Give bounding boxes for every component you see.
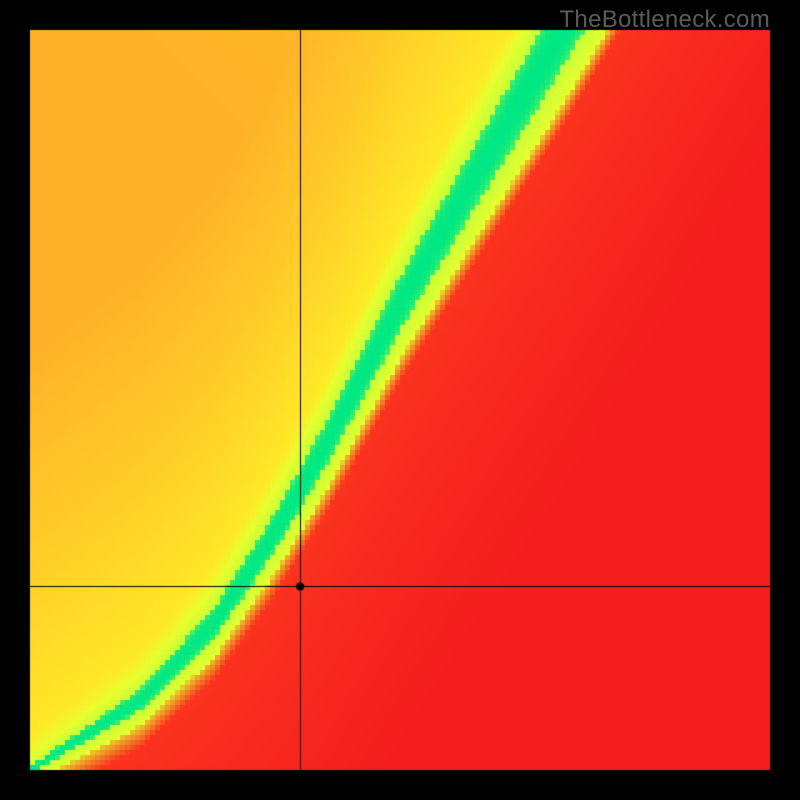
bottleneck-heatmap <box>0 0 800 800</box>
chart-container: { "watermark": { "text": "TheBottleneck.… <box>0 0 800 800</box>
watermark-text: TheBottleneck.com <box>559 6 770 34</box>
